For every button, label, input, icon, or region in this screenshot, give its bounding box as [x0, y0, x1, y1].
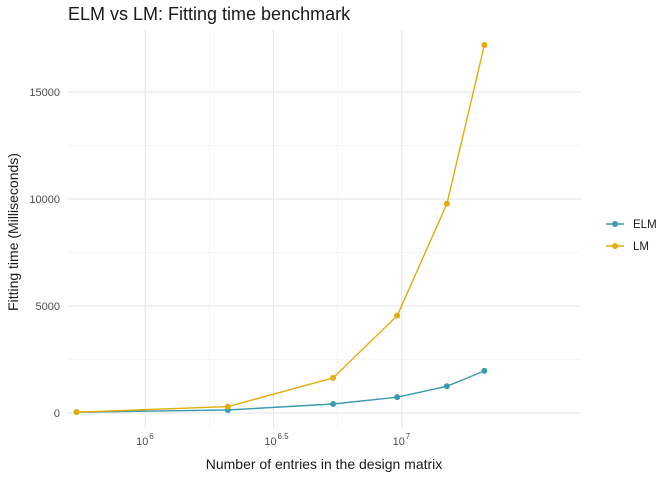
x-tick-label: 10 6.5	[264, 432, 289, 448]
x-tick-exponent: 7	[406, 432, 411, 441]
data-point	[330, 401, 337, 408]
y-tick-label: 10000	[29, 194, 60, 206]
legend-item-lm: LM	[606, 241, 649, 253]
legend-item-elm: ELM	[606, 219, 657, 231]
legend-label: LM	[633, 241, 649, 253]
series-line	[76, 370, 485, 413]
data-point	[443, 383, 450, 390]
major-gridlines	[68, 30, 581, 428]
y-tick-label: 0	[54, 408, 60, 420]
series-elm	[73, 367, 488, 416]
chart-title: ELM vs LM: Fitting time benchmark	[68, 4, 351, 24]
data-point	[73, 409, 80, 416]
x-tick-base: 10	[264, 436, 276, 448]
y-axis-title: Fitting time (Milliseconds)	[5, 153, 21, 311]
legend: ELM LM	[606, 219, 657, 253]
x-tick-label: 10 6	[136, 432, 154, 448]
data-point	[224, 403, 231, 410]
data-point	[481, 41, 488, 48]
data-point	[394, 312, 401, 319]
x-tick-base: 10	[136, 436, 148, 448]
series-layer	[73, 41, 488, 416]
data-point	[330, 374, 337, 381]
y-tick-label: 15000	[29, 87, 60, 99]
x-tick-exponent: 6	[149, 432, 154, 441]
series-line	[76, 44, 486, 413]
minor-gridlines	[68, 30, 581, 428]
x-axis-title: Number of entries in the design matrix	[206, 456, 443, 472]
y-tick-label: 5000	[36, 301, 60, 313]
legend-label: ELM	[633, 219, 657, 231]
x-tick-base: 10	[393, 436, 405, 448]
data-point	[481, 367, 488, 374]
x-axis-ticks: 10 6 10 6.5 10 7	[136, 432, 411, 448]
x-tick-exponent: 6.5	[277, 432, 289, 441]
legend-marker	[612, 243, 618, 249]
y-axis-ticks: 0 5000 10000 15000	[29, 87, 60, 420]
x-tick-label: 10 7	[393, 432, 411, 448]
legend-marker	[612, 221, 618, 227]
data-point	[443, 200, 450, 207]
series-lm	[73, 41, 488, 416]
data-point	[394, 394, 401, 401]
